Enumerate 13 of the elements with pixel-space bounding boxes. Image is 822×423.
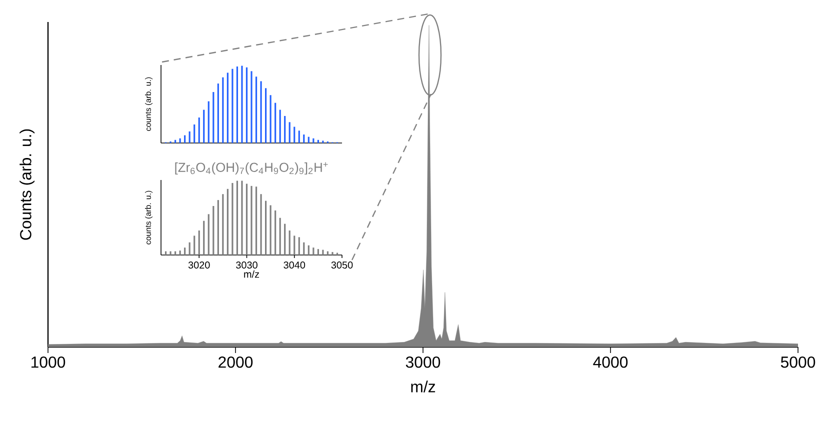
x-axis-title: m/z <box>244 270 260 278</box>
x-tick-label: 3000 <box>406 356 440 368</box>
x-tick-label: 5000 <box>780 356 816 368</box>
x-tick-label: 4000 <box>593 356 628 368</box>
x-tick-label: 3050 <box>331 262 353 269</box>
x-axis-title: m/z <box>411 380 436 392</box>
x-tick-label: 3020 <box>188 262 210 269</box>
y-axis-title: Counts (arb. u.) <box>20 129 34 240</box>
x-tick-label: 3030 <box>236 262 258 269</box>
x-tick-label: 2000 <box>218 356 253 368</box>
x-tick-label: 1000 <box>31 356 66 368</box>
x-tick-label: 3040 <box>284 262 306 269</box>
chart-title: [Zr$_{6}$O$_{4}$(OH)$_{7}$(C$_{4}$H$_{9}$O$_{2}$)$_{9}$]$_{2}$H$^{+}$ <box>175 162 328 174</box>
